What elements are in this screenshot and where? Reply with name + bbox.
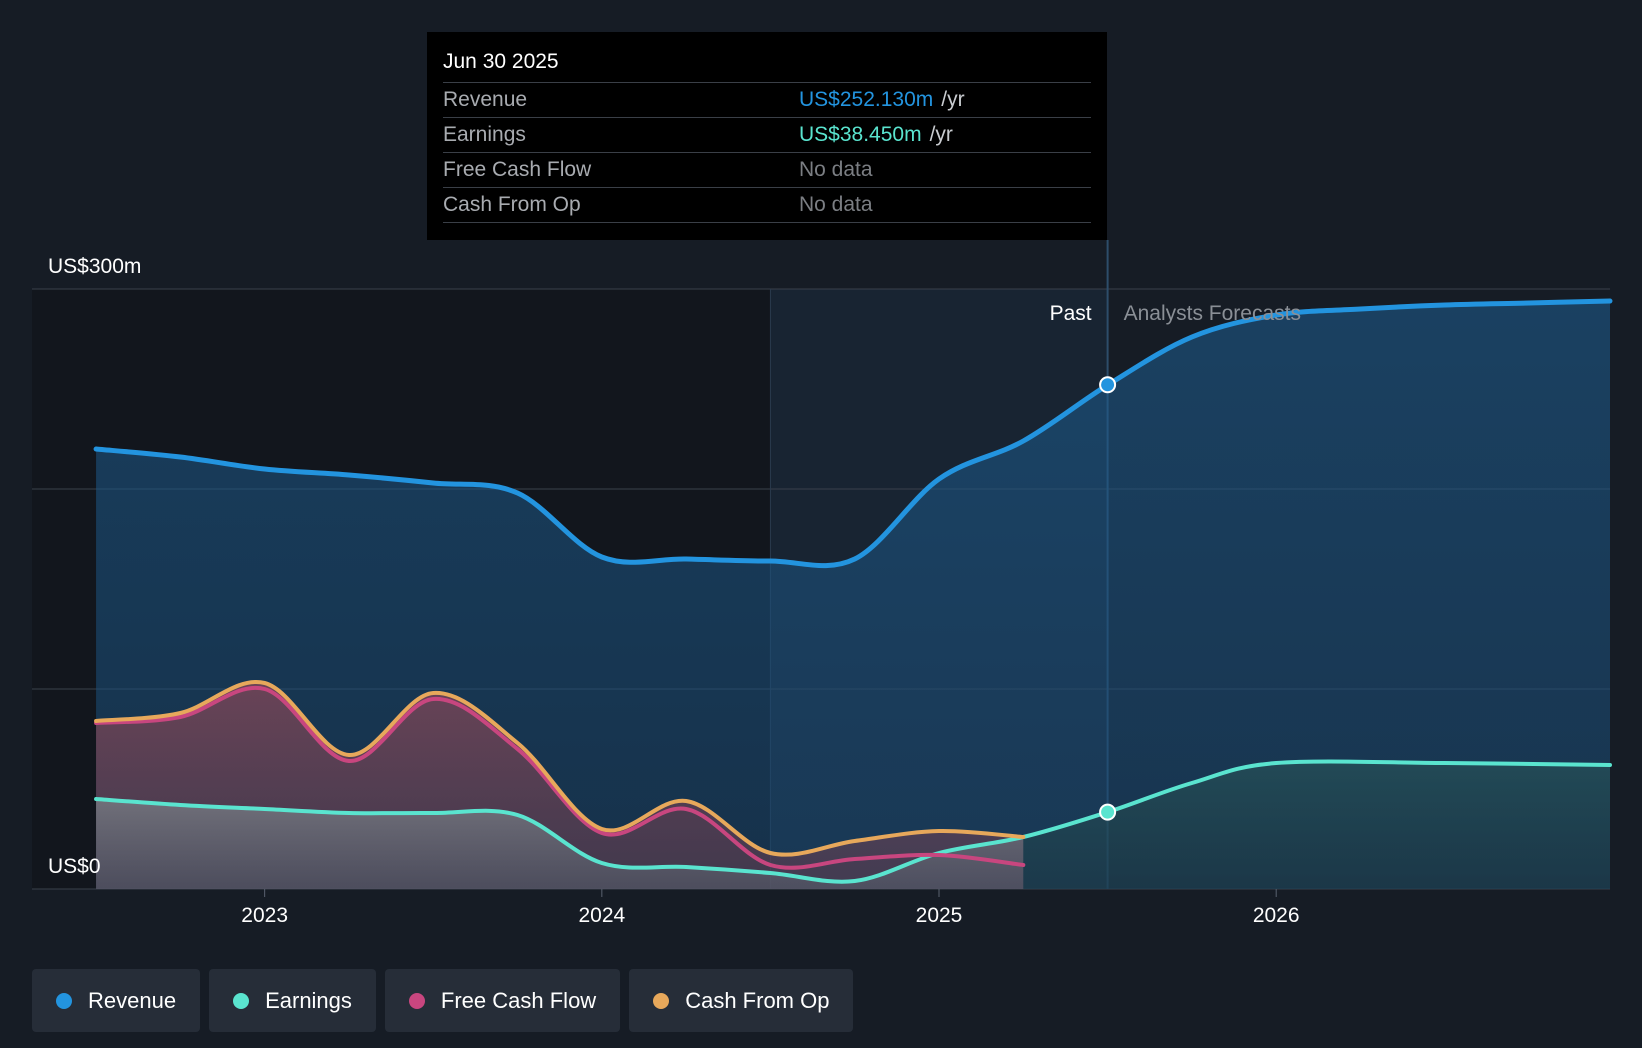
tooltip-row-cash-from-op: Cash From Op No data	[443, 187, 1091, 223]
legend-dot-icon	[233, 992, 250, 1009]
tooltip-label: Earnings	[443, 123, 526, 146]
tooltip: Jun 30 2025 Revenue US$252.130m /yr Earn…	[427, 32, 1107, 240]
y-axis-top-label: US$300m	[48, 255, 141, 278]
legend-label: Free Cash Flow	[440, 987, 597, 1013]
legend-dot-icon	[408, 992, 425, 1009]
tooltip-value: No data	[799, 193, 873, 216]
past-label: Past	[1050, 302, 1092, 325]
tooltip-row-free-cash-flow: Free Cash Flow No data	[443, 152, 1091, 187]
tooltip-unit: /yr	[929, 123, 953, 146]
y-axis-bottom-label: US$0	[48, 855, 101, 878]
tooltip-value: No data	[799, 158, 873, 181]
earnings-forecast-area	[1023, 761, 1610, 889]
legend-item-revenue[interactable]: Revenue	[32, 969, 201, 1032]
legend-item-cash-from-op[interactable]: Cash From Op	[629, 969, 854, 1032]
tooltip-value: US$38.450m	[799, 123, 922, 146]
tooltip-label: Free Cash Flow	[443, 158, 592, 181]
free-cash-flow-line	[94, 685, 1026, 870]
tooltip-label: Revenue	[443, 88, 528, 111]
cash-from-op-line	[94, 679, 1026, 857]
tooltip-unit: /yr	[941, 88, 965, 111]
legend: Revenue Earnings Free Cash Flow Cash Fro…	[32, 969, 854, 1032]
tooltip-date: Jun 30 2025	[443, 50, 559, 73]
series-areas	[96, 301, 1611, 889]
revenue-line	[93, 298, 1613, 569]
earnings-line	[94, 759, 1612, 884]
legend-dot-icon	[653, 992, 670, 1009]
tooltip-value: US$252.130m	[799, 88, 934, 111]
legend-item-earnings[interactable]: Earnings	[209, 969, 376, 1032]
x-axis: 2023 2024 2025 2026	[241, 889, 1300, 927]
legend-label: Earnings	[265, 987, 352, 1013]
x-tick-label: 2025	[916, 904, 963, 927]
legend-label: Revenue	[88, 987, 177, 1013]
x-tick-label: 2026	[1253, 904, 1300, 927]
legend-dot-icon	[56, 992, 72, 1009]
x-tick-label: 2023	[241, 904, 288, 927]
earnings-marker	[1099, 803, 1117, 821]
tooltip-label: Cash From Op	[443, 193, 581, 216]
chart: 2023 2024 2025 2026 US$300m US$0 Past Analy…	[32, 240, 1613, 927]
series-markers	[1099, 376, 1117, 821]
x-tick-label: 2024	[578, 904, 625, 927]
revenue-marker	[1099, 376, 1117, 394]
tooltip-row-earnings: Earnings US$38.450m /yr	[443, 117, 1091, 152]
earnings-area	[96, 799, 1024, 889]
legend-label: Cash From Op	[685, 987, 830, 1013]
forecast-label: Analysts Forecasts	[1124, 302, 1301, 325]
legend-item-free-cash-flow[interactable]: Free Cash Flow	[384, 969, 621, 1032]
series-lines	[93, 298, 1613, 884]
tooltip-row-revenue: Revenue US$252.130m /yr	[443, 82, 1091, 117]
